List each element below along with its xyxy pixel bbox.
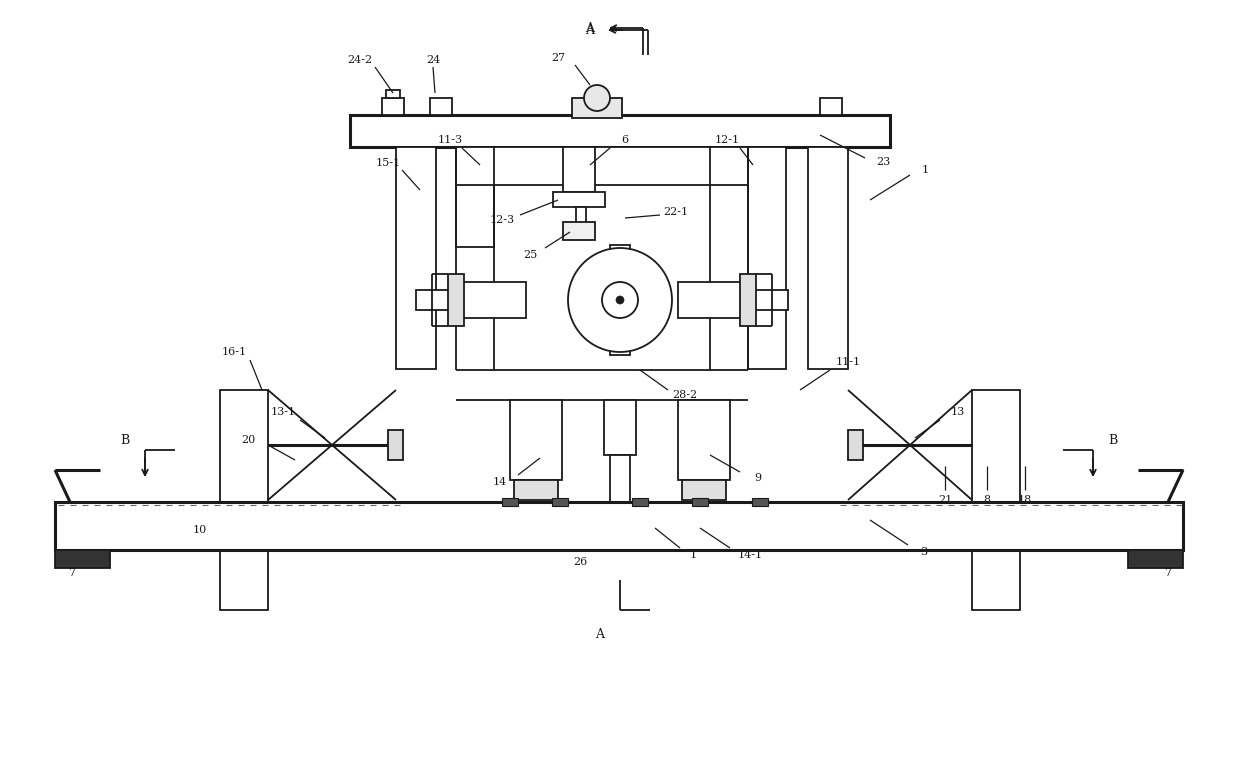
Text: 1: 1 xyxy=(921,165,929,175)
Bar xyxy=(572,98,622,118)
Bar xyxy=(751,498,768,506)
Text: 26: 26 xyxy=(573,557,587,567)
Bar xyxy=(746,290,787,310)
Bar xyxy=(563,147,595,192)
Text: 6: 6 xyxy=(621,135,629,145)
Text: A: A xyxy=(585,23,594,37)
Bar xyxy=(678,282,748,318)
Bar xyxy=(972,390,1021,610)
Text: 14-1: 14-1 xyxy=(738,550,763,560)
Bar xyxy=(552,498,568,506)
Bar xyxy=(1128,550,1183,568)
Text: 28-2: 28-2 xyxy=(672,390,698,400)
Text: 27: 27 xyxy=(551,53,565,63)
Bar xyxy=(563,222,595,240)
Text: 11-3: 11-3 xyxy=(438,135,463,145)
Bar xyxy=(510,400,562,480)
Bar xyxy=(610,455,630,515)
Bar xyxy=(396,147,436,369)
Bar xyxy=(808,147,848,369)
Text: 11-1: 11-1 xyxy=(836,357,861,367)
Text: 7: 7 xyxy=(68,568,76,578)
Text: 8: 8 xyxy=(983,495,991,505)
Text: 12-3: 12-3 xyxy=(490,215,515,225)
Text: 21: 21 xyxy=(937,495,952,505)
Bar xyxy=(632,498,649,506)
Bar xyxy=(692,498,708,506)
Text: 22-1: 22-1 xyxy=(663,207,688,217)
Bar xyxy=(515,480,558,500)
Text: A: A xyxy=(595,629,605,642)
Circle shape xyxy=(584,85,610,111)
Text: A: A xyxy=(585,22,594,34)
Bar xyxy=(682,480,725,500)
Text: 25: 25 xyxy=(523,250,537,260)
Bar xyxy=(577,207,587,237)
Bar xyxy=(604,400,636,455)
Bar xyxy=(430,98,453,115)
Circle shape xyxy=(616,296,624,304)
Bar xyxy=(55,502,1183,550)
Text: B: B xyxy=(1109,434,1117,447)
Text: 20: 20 xyxy=(241,435,255,445)
Bar xyxy=(448,274,464,326)
Bar xyxy=(382,98,404,115)
Text: 1: 1 xyxy=(689,550,697,560)
Bar xyxy=(610,245,630,355)
Text: 18: 18 xyxy=(1018,495,1032,505)
Bar xyxy=(820,98,842,115)
Text: 12-1: 12-1 xyxy=(714,135,739,145)
Text: 10: 10 xyxy=(193,525,207,535)
Text: 13-1: 13-1 xyxy=(270,407,295,417)
Bar xyxy=(386,90,401,98)
Bar xyxy=(456,282,526,318)
Bar xyxy=(848,430,863,460)
Bar xyxy=(415,290,458,310)
Bar xyxy=(55,550,110,568)
Bar xyxy=(388,430,403,460)
Text: 24-2: 24-2 xyxy=(347,55,372,65)
Bar xyxy=(553,192,605,207)
Bar xyxy=(604,515,636,537)
Bar xyxy=(740,274,756,326)
Text: 15-1: 15-1 xyxy=(376,158,401,168)
Bar xyxy=(502,498,518,506)
Text: 14: 14 xyxy=(492,477,507,487)
Text: 24: 24 xyxy=(425,55,440,65)
Bar xyxy=(678,400,730,480)
Text: 13: 13 xyxy=(951,407,965,417)
Text: 7: 7 xyxy=(1164,568,1172,578)
Bar xyxy=(350,115,890,147)
Text: 23: 23 xyxy=(875,157,890,167)
Bar xyxy=(748,147,786,369)
Text: 9: 9 xyxy=(754,473,761,483)
Text: 16-1: 16-1 xyxy=(222,347,247,357)
Bar xyxy=(456,147,494,247)
Bar xyxy=(456,147,748,185)
Circle shape xyxy=(601,282,639,318)
Circle shape xyxy=(568,248,672,352)
Bar xyxy=(219,390,268,610)
Text: 3: 3 xyxy=(920,547,928,557)
Text: B: B xyxy=(120,434,130,447)
